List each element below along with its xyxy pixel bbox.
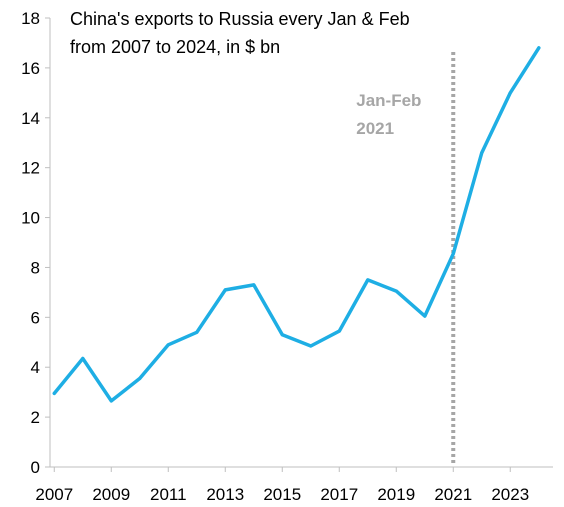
x-tick-label: 2013	[206, 485, 244, 504]
axes	[45, 17, 553, 472]
data-point	[81, 356, 85, 360]
chart-title: China's exports to Russia every Jan & Fe…	[70, 9, 410, 57]
data-point	[480, 151, 484, 155]
annotation-label: 2021	[356, 119, 394, 138]
data-point	[138, 376, 142, 380]
y-tick-label: 18	[21, 9, 40, 28]
chart-title-line: China's exports to Russia every Jan & Fe…	[70, 9, 410, 29]
x-tick-label: 2007	[35, 485, 73, 504]
y-tick-label: 12	[21, 159, 40, 178]
data-point	[394, 289, 398, 293]
data-point	[52, 391, 56, 395]
y-tick-label: 8	[31, 258, 40, 277]
series	[52, 46, 541, 403]
x-tick-label: 2011	[150, 485, 187, 504]
annotation-label: Jan-Feb	[356, 91, 421, 110]
annotations: Jan-Feb 2021	[356, 52, 456, 464]
y-tick-label: 16	[21, 59, 40, 78]
data-point	[508, 91, 512, 95]
data-point	[280, 333, 284, 337]
data-point	[423, 314, 427, 318]
y-tick-label: 14	[21, 109, 40, 128]
data-point	[109, 399, 113, 403]
x-tick-label: 2019	[377, 485, 415, 504]
x-tick-label: 2017	[320, 485, 358, 504]
data-point	[451, 252, 455, 256]
data-point	[252, 283, 256, 287]
x-tick-label: 2009	[92, 485, 130, 504]
data-point	[337, 329, 341, 333]
series-line	[52, 46, 541, 403]
y-tick-label: 10	[21, 209, 40, 228]
data-point	[223, 288, 227, 292]
y-tick-label: 4	[31, 358, 40, 377]
y-tick-label: 2	[31, 408, 40, 427]
data-point	[537, 46, 541, 50]
data-point	[166, 343, 170, 347]
data-point	[309, 344, 313, 348]
y-tick-label: 6	[31, 308, 40, 327]
x-tick-label: 2021	[434, 485, 472, 504]
tick-labels: 0 2 4 6 8 10 12 14 16 18 2007 2009 2011 2013 2015 2017 2…	[21, 9, 529, 504]
data-point	[366, 278, 370, 282]
x-tick-label: 2015	[263, 485, 301, 504]
y-tick-label: 0	[31, 458, 40, 477]
data-point	[195, 330, 199, 334]
x-tick-label: 2023	[491, 485, 529, 504]
chart-title-line: from 2007 to 2024, in $ bn	[70, 37, 280, 57]
